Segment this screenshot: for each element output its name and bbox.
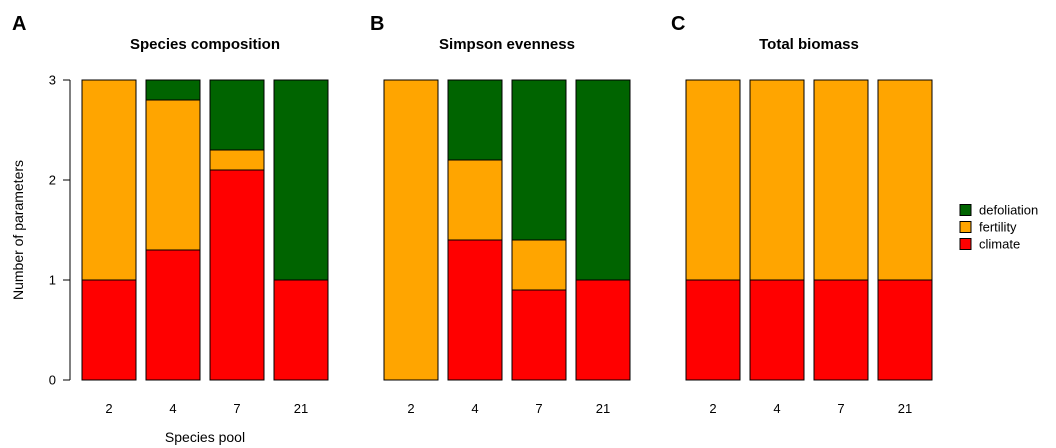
bar-7 xyxy=(209,79,265,381)
x-tick-label: 2 xyxy=(709,401,716,416)
x-tick-label: 21 xyxy=(294,401,308,416)
bar-segment-defoliation xyxy=(145,79,201,101)
bar-segment-defoliation xyxy=(575,79,631,281)
panel-title: Total biomass xyxy=(759,36,859,53)
panel-title: Species composition xyxy=(130,36,280,53)
bar-segment-climate xyxy=(209,169,265,381)
x-tick-label: 4 xyxy=(471,401,478,416)
bar-4 xyxy=(145,79,201,381)
y-axis-label: Number of parameters xyxy=(10,160,26,300)
y-tick-label: 3 xyxy=(49,73,56,88)
panel-title: Simpson evenness xyxy=(439,36,575,53)
bar-segment-climate xyxy=(511,289,567,381)
bar-segment-fertility xyxy=(209,149,265,171)
x-tick-label: 2 xyxy=(105,401,112,416)
y-tick-label: 0 xyxy=(49,373,56,388)
legend: defoliation fertility climate xyxy=(959,203,1038,252)
bar-segment-defoliation xyxy=(209,79,265,151)
bar-segment-defoliation xyxy=(273,79,329,281)
bar-4 xyxy=(749,79,805,381)
bar-2 xyxy=(81,79,137,381)
panel-letter: C xyxy=(671,13,685,35)
x-tick-label: 4 xyxy=(169,401,176,416)
bar-7 xyxy=(813,79,869,381)
bar-7 xyxy=(511,79,567,381)
legend-label: defoliation xyxy=(979,203,1038,218)
legend-swatch xyxy=(959,221,972,233)
bar-segment-fertility xyxy=(749,79,805,281)
panel-letter: B xyxy=(370,13,384,35)
bar-segment-fertility xyxy=(447,159,503,241)
bar-2 xyxy=(685,79,741,381)
bar-segment-fertility xyxy=(81,79,137,281)
x-tick-label: 7 xyxy=(837,401,844,416)
panel-letter: A xyxy=(12,13,26,35)
bar-segment-fertility xyxy=(145,99,201,251)
bar-segment-climate xyxy=(273,279,329,381)
bar-21 xyxy=(877,79,933,381)
bar-segment-climate xyxy=(685,279,741,381)
y-tick-label: 1 xyxy=(49,273,56,288)
bar-segment-fertility xyxy=(685,79,741,281)
bar-segment-defoliation xyxy=(447,79,503,161)
bar-segment-fertility xyxy=(383,79,439,381)
bar-segment-climate xyxy=(749,279,805,381)
bar-segment-climate xyxy=(877,279,933,381)
bar-segment-fertility xyxy=(511,239,567,291)
legend-label: fertility xyxy=(979,220,1017,235)
x-tick-label: 2 xyxy=(407,401,414,416)
legend-item-fertility: fertility xyxy=(959,220,1017,235)
x-axis-label: Species pool xyxy=(165,429,245,445)
x-tick-label: 21 xyxy=(596,401,610,416)
legend-label: climate xyxy=(979,237,1020,252)
panel-c: C Total biomass 2 4 7 21 xyxy=(671,13,933,416)
bar-segment-climate xyxy=(447,239,503,381)
bar-segment-fertility xyxy=(813,79,869,281)
x-tick-label: 21 xyxy=(898,401,912,416)
panel-a: A Species composition 2 4 7 21 0 1 2 3 Species poo… xyxy=(10,13,329,445)
legend-item-defoliation: defoliation xyxy=(959,203,1038,218)
bar-segment-climate xyxy=(145,249,201,381)
bar-segment-climate xyxy=(575,279,631,381)
y-tick-label: 2 xyxy=(49,173,56,188)
legend-swatch xyxy=(959,204,972,216)
panel-b: B Simpson evenness 2 4 7 21 xyxy=(370,13,631,416)
bar-segment-climate xyxy=(813,279,869,381)
legend-swatch xyxy=(959,238,972,250)
bar-segment-climate xyxy=(81,279,137,381)
bar-2 xyxy=(383,79,439,381)
legend-item-climate: climate xyxy=(959,237,1020,252)
bar-21 xyxy=(273,79,329,381)
x-tick-label: 7 xyxy=(233,401,240,416)
bar-segment-defoliation xyxy=(511,79,567,241)
bar-21 xyxy=(575,79,631,381)
bar-segment-fertility xyxy=(877,79,933,281)
x-tick-label: 4 xyxy=(773,401,780,416)
bar-4 xyxy=(447,79,503,381)
x-tick-label: 7 xyxy=(535,401,542,416)
